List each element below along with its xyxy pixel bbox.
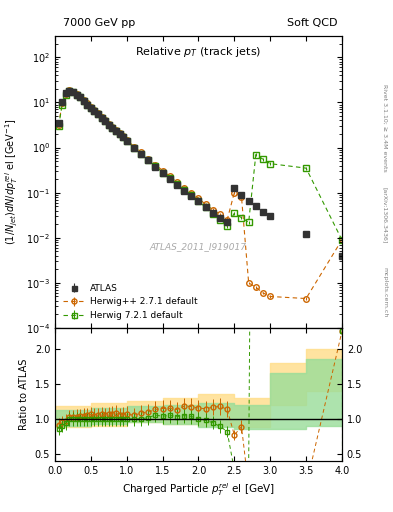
Y-axis label: Ratio to ATLAS: Ratio to ATLAS [19, 359, 29, 430]
X-axis label: Charged Particle $p_T^{rel}$ el [GeV]: Charged Particle $p_T^{rel}$ el [GeV] [122, 481, 275, 498]
Text: [arXiv:1306.3436]: [arXiv:1306.3436] [383, 187, 387, 243]
Text: 7000 GeV pp: 7000 GeV pp [63, 18, 135, 28]
Y-axis label: $(1/N_{jet})dN/dp_T^{rel}$ el [GeV$^{-1}$]: $(1/N_{jet})dN/dp_T^{rel}$ el [GeV$^{-1}… [4, 119, 20, 245]
Text: Soft QCD: Soft QCD [288, 18, 338, 28]
Legend: ATLAS, Herwig++ 2.7.1 default, Herwig 7.2.1 default: ATLAS, Herwig++ 2.7.1 default, Herwig 7.… [59, 280, 202, 324]
Text: ATLAS_2011_I919017: ATLAS_2011_I919017 [150, 242, 247, 251]
Text: mcplots.cern.ch: mcplots.cern.ch [383, 267, 387, 317]
Text: Relative $p_T$ (track jets): Relative $p_T$ (track jets) [135, 45, 262, 58]
Text: Rivet 3.1.10; ≥ 3.4M events: Rivet 3.1.10; ≥ 3.4M events [383, 84, 387, 172]
